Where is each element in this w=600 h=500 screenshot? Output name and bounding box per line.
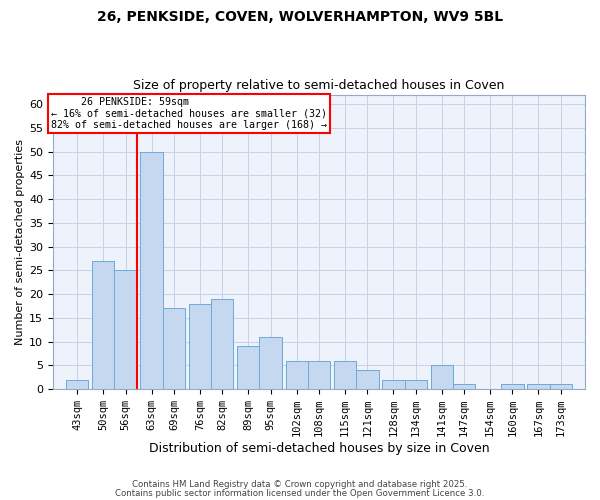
Bar <box>356 370 379 389</box>
Bar <box>115 270 137 389</box>
Text: Contains HM Land Registry data © Crown copyright and database right 2025.: Contains HM Land Registry data © Crown c… <box>132 480 468 489</box>
Bar <box>308 360 330 389</box>
Text: 26, PENKSIDE, COVEN, WOLVERHAMPTON, WV9 5BL: 26, PENKSIDE, COVEN, WOLVERHAMPTON, WV9 … <box>97 10 503 24</box>
Bar <box>501 384 524 389</box>
Bar <box>163 308 185 389</box>
Bar <box>286 360 308 389</box>
Text: 26 PENKSIDE: 59sqm
← 16% of semi-detached houses are smaller (32)
82% of semi-de: 26 PENKSIDE: 59sqm ← 16% of semi-detache… <box>51 97 327 130</box>
X-axis label: Distribution of semi-detached houses by size in Coven: Distribution of semi-detached houses by … <box>149 442 490 455</box>
Bar <box>431 366 453 389</box>
Bar <box>237 346 259 389</box>
Title: Size of property relative to semi-detached houses in Coven: Size of property relative to semi-detach… <box>133 79 505 92</box>
Bar <box>92 261 115 389</box>
Bar <box>527 384 550 389</box>
Bar <box>382 380 404 389</box>
Bar <box>140 152 163 389</box>
Bar <box>189 304 211 389</box>
Bar <box>211 299 233 389</box>
Bar <box>66 380 88 389</box>
Bar <box>334 360 356 389</box>
Bar <box>259 337 282 389</box>
Y-axis label: Number of semi-detached properties: Number of semi-detached properties <box>15 139 25 345</box>
Bar <box>404 380 427 389</box>
Bar <box>550 384 572 389</box>
Text: Contains public sector information licensed under the Open Government Licence 3.: Contains public sector information licen… <box>115 488 485 498</box>
Bar <box>453 384 475 389</box>
